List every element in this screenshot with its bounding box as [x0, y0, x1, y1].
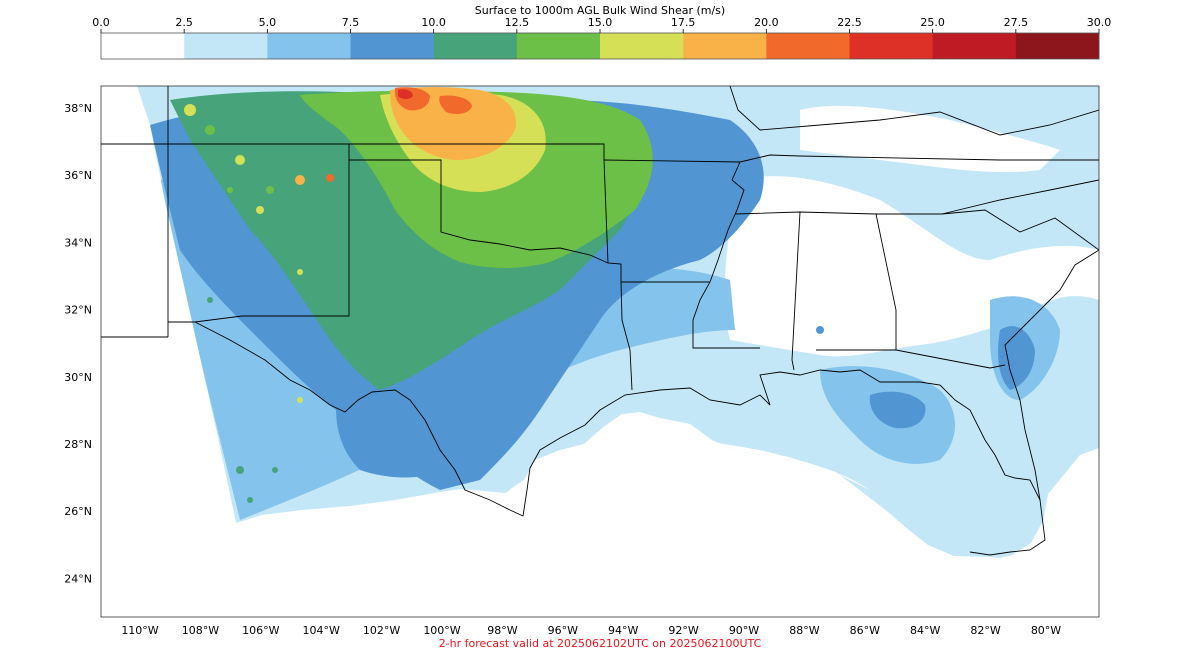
- colorbar-bin-5.0-7.5: [267, 33, 351, 59]
- colorbar-bins: [101, 33, 1100, 59]
- border-tn-ms-al: [734, 211, 942, 215]
- longitude-label: 82°W: [970, 624, 1000, 637]
- longitude-label: 102°W: [363, 624, 400, 637]
- wind-shear-field: [137, 86, 1099, 558]
- colorbar-tick-label: 30.0: [1087, 16, 1112, 29]
- longitude-label: 88°W: [789, 624, 819, 637]
- latitude-label: 36°N: [64, 169, 92, 182]
- colorbar-bin-7.5-10.0: [350, 33, 434, 59]
- colorbar-tick-label: 5.0: [259, 16, 277, 29]
- state-borders: [101, 86, 1099, 556]
- longitude-labels: 110°W 108°W 106°W 104°W 102°W 100°W 98°W 96°W 94…: [121, 624, 1061, 637]
- colorbar: Surface to 1000m AGL Bulk Wind Shear (m/…: [92, 4, 1111, 60]
- border-louisiana-texas: [620, 281, 633, 391]
- longitude-label: 108°W: [182, 624, 219, 637]
- border-al-florida: [816, 349, 991, 369]
- colorbar-bin-12.5-15.0: [516, 33, 601, 59]
- colorbar-bin-2.5-5.0: [184, 33, 268, 59]
- longitude-label: 104°W: [303, 624, 340, 637]
- longitude-label: 86°W: [850, 624, 880, 637]
- longitude-label: 92°W: [668, 624, 698, 637]
- colorbar-title: Surface to 1000m AGL Bulk Wind Shear (m/…: [475, 4, 725, 17]
- latitude-labels: 38°N 36°N 34°N 32°N 30°N 28°N 26°N 24°N: [64, 102, 92, 585]
- border-missouri-illinois: [729, 86, 761, 131]
- colorbar-tick-label: 10.0: [421, 16, 446, 29]
- longitude-label: 106°W: [242, 624, 279, 637]
- border-nm-tx: [168, 144, 350, 323]
- border-oklahoma-panhandle: [349, 159, 609, 264]
- coastline-gulf: [522, 369, 1046, 556]
- colorbar-tick-label: 27.5: [1004, 16, 1029, 29]
- colorbar-bin-20.0-22.5: [766, 33, 850, 59]
- colorbar-tick-label: 25.0: [920, 16, 945, 29]
- border-rio-grande: [194, 321, 524, 517]
- border-kansas-oklahoma: [380, 143, 605, 160]
- colorbar-tick-label: 0.0: [92, 16, 110, 29]
- field-red-orange-patch: [439, 95, 472, 114]
- border-nc-sc: [941, 179, 1099, 215]
- colorbar-bin-22.5-25.0: [849, 33, 933, 59]
- colorbar-tick-label: 15.0: [588, 16, 613, 29]
- longitude-label: 80°W: [1031, 624, 1061, 637]
- latitude-label: 32°N: [64, 304, 92, 317]
- field-blue-region-gulf-east: [869, 391, 926, 429]
- colorbar-bin-0.0-2.5: [101, 33, 185, 59]
- border-oklahoma-arkansas: [603, 159, 622, 282]
- colorbar-bin-10.0-12.5: [433, 33, 518, 59]
- colorbar-bin-17.5-20.0: [683, 33, 767, 59]
- field-blue-region-florida-coast: [998, 326, 1035, 390]
- forecast-valid-caption: 2-hr forecast valid at 2025062102UTC on …: [439, 637, 762, 650]
- border-missouri-arkansas: [603, 159, 741, 163]
- border-kentucky: [759, 109, 1099, 136]
- colorbar-tick-label: 2.5: [175, 16, 193, 29]
- map-frame: [100, 85, 1100, 618]
- longitude-label: 98°W: [487, 624, 517, 637]
- latitude-label: 34°N: [64, 236, 92, 249]
- longitude-label: 96°W: [548, 624, 578, 637]
- latitude-label: 26°N: [64, 505, 92, 518]
- border-mississippi-river: [692, 161, 760, 349]
- longitude-label: 90°W: [729, 624, 759, 637]
- colorbar-tick-label: 20.0: [754, 16, 779, 29]
- longitude-label: 110°W: [121, 624, 158, 637]
- border-al-ga: [875, 213, 897, 350]
- latitude-label: 24°N: [64, 572, 92, 585]
- coastline-atlantic: [1004, 249, 1099, 501]
- longitude-label: 84°W: [910, 624, 940, 637]
- longitude-label: 94°W: [608, 624, 638, 637]
- field-white-region-north: [800, 105, 1060, 173]
- border-ms-al: [791, 211, 801, 371]
- colorbar-bin-25.0-27.5: [932, 33, 1017, 59]
- colorbar-bin-15.0-17.5: [600, 33, 684, 59]
- longitude-label: 100°W: [423, 624, 460, 637]
- map-panel: 38°N 36°N 34°N 32°N 30°N 28°N 26°N 24°N 110°W 10…: [64, 85, 1100, 637]
- colorbar-tick-label: 22.5: [837, 16, 862, 29]
- colorbar-tick-label: 7.5: [342, 16, 360, 29]
- colorbar-tick-label: 12.5: [505, 16, 530, 29]
- border-georgia-florida-east: [989, 364, 1006, 369]
- border-tennessee: [739, 154, 1099, 163]
- latitude-label: 30°N: [64, 371, 92, 384]
- colorbar-bin-27.5-30.0: [1015, 33, 1100, 59]
- colorbar-ticks: 0.0 2.5 5.0 7.5 10.0 12.5 15.0 17.5 20.0 22.5 25.0…: [92, 16, 1111, 33]
- field-blue-region-texas-south: [336, 376, 465, 478]
- border-ga-sc: [941, 209, 1099, 251]
- field-red-region: [398, 89, 413, 99]
- latitude-label: 38°N: [64, 102, 92, 115]
- latitude-label: 28°N: [64, 438, 92, 451]
- colorbar-tick-label: 17.5: [671, 16, 696, 29]
